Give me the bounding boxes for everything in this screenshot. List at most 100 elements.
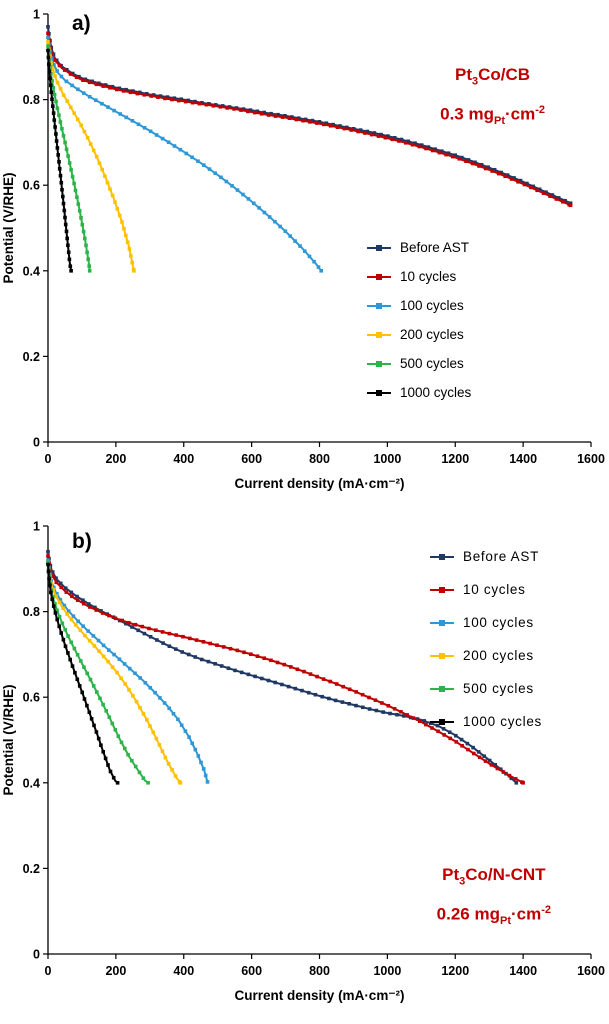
panel-a-legend: Before AST 10 cycles 100 cycles 200 cycles 5… [367,233,471,407]
x-tick-label: 0 [45,964,52,978]
legend-label: 500 cycles [463,681,534,696]
x-tick-label: 1600 [577,452,605,466]
legend-label: 200 cycles [463,648,534,663]
legend-marker-icon [430,619,454,627]
panel-a: 0 200 400 600 800 1000 1200 1400 1600 0 0.2 0.4 0.6 0… [1,7,605,491]
text-part: Co/CB [478,65,531,84]
text-part: Pt [455,65,473,84]
legend-item: 100 cycles [367,291,471,320]
legend-label: Before AST [400,240,470,255]
y-tick-label: 0.2 [23,862,40,876]
text-part: ·cm [510,905,542,925]
legend-item: 100 cycles [430,606,542,639]
y-axis-title: Potential (V/RHE) [1,172,16,283]
text-part: 0.3 mg [440,105,494,125]
legend-label: Before AST [463,549,540,564]
y-tick-label: 0.4 [23,776,40,790]
text-part-sup: -2 [541,904,551,917]
x-axis-title: Current density (mA·cm⁻²) [235,988,405,1003]
y-tick-label: 0.4 [23,264,40,278]
y-tick-label: 0 [33,436,40,450]
legend-marker-icon [430,553,454,561]
legend-label: 1000 cycles [463,714,542,729]
text-part: ·cm [504,105,536,125]
legend-marker-icon [367,244,391,252]
legend-item: Before AST [367,233,471,262]
legend-marker-icon [430,685,454,693]
x-tick-label: 1200 [441,452,469,466]
legend-label: 10 cycles [463,582,526,597]
x-tick-label: 1000 [373,964,401,978]
legend-marker-icon [367,389,391,397]
x-tick-label: 600 [241,452,262,466]
chart-b: 0 200 400 600 800 1000 1200 1400 1600 0 0.2 0.4 0.6 0… [0,512,609,1024]
legend-marker-icon [367,302,391,310]
x-tick-label: 200 [105,964,126,978]
legend-marker-icon [367,331,391,339]
text-part-sub: Pt [499,915,511,928]
text-part-sub: 3 [472,75,479,88]
y-tick-label: 0.2 [23,350,40,364]
text-part-sub: Pt [493,115,505,128]
x-tick-label: 1200 [441,964,469,978]
legend-marker-icon [367,360,391,368]
legend-label: 10 cycles [400,269,457,284]
y-tick-label: 0.8 [23,605,40,619]
y-tick-label: 1 [33,8,40,22]
catalyst-loading: 0.3 mgPt·cm-2 [440,96,545,136]
panel-b: 0 200 400 600 800 1000 1200 1400 1600 0 0.2 0.4 0.6 0… [0,512,609,1024]
text-part: Co/N-CNT [465,865,546,884]
legend-label: 100 cycles [400,298,464,313]
series-line [47,562,182,784]
y-axis-title: Potential (V/RHE) [1,684,16,795]
legend-label: 200 cycles [400,327,464,342]
panel-a-catalyst-annotation: Pt3Co/CB 0.3 mgPt·cm-2 [440,60,545,136]
x-tick-label: 1600 [577,964,605,978]
y-tick-label: 1 [33,520,40,534]
panel-b-catalyst-annotation: Pt3Co/N-CNT 0.26 mgPt·cm-2 [437,860,551,936]
x-tick-label: 1000 [373,452,401,466]
series-line [47,551,517,784]
catalyst-loading: 0.26 mgPt·cm-2 [437,896,551,936]
catalyst-name: Pt3Co/N-CNT [437,860,551,896]
x-tick-label: 0 [45,452,52,466]
y-tick-label: 0.6 [23,691,40,705]
x-tick-label: 600 [241,964,262,978]
panel-a-label: a) [72,12,91,35]
legend-item: 1000 cycles [430,705,542,738]
y-tick-label: 0.8 [23,93,40,107]
y-tick-label: 0 [33,948,40,962]
legend-item: 200 cycles [430,639,542,672]
legend-label: 100 cycles [463,615,534,630]
x-tick-label: 1400 [509,964,537,978]
x-axis-title: Current density (mA·cm⁻²) [235,476,405,491]
legend-label: 500 cycles [400,356,464,371]
x-tick-label: 800 [309,964,330,978]
chart-a: 0 200 400 600 800 1000 1200 1400 1600 0 0.2 0.4 0.6 0… [1,7,605,491]
legend-item: 200 cycles [367,320,471,349]
panel-b-label: b) [72,530,92,553]
legend-label: 1000 cycles [400,385,472,400]
legend-item: 1000 cycles [367,378,471,407]
legend-item: 10 cycles [367,262,471,291]
text-part-sub: 3 [459,875,466,888]
x-tick-label: 400 [173,964,194,978]
legend-marker-icon [430,718,454,726]
legend-item: 10 cycles [430,573,542,606]
text-part-sup: -2 [535,104,545,117]
legend-item: 500 cycles [430,672,542,705]
legend-item: 500 cycles [367,349,471,378]
legend-marker-icon [430,652,454,660]
y-tick-label: 0.6 [23,179,40,193]
catalyst-name: Pt3Co/CB [440,60,545,96]
panel-b-legend: Before AST 10 cycles 100 cycles 200 cycles 5… [430,540,542,738]
x-tick-label: 800 [309,452,330,466]
text-part: 0.26 mg [436,905,500,925]
legend-marker-icon [367,273,391,281]
text-part: Pt [442,865,460,884]
x-tick-label: 1400 [509,452,537,466]
x-tick-label: 400 [173,452,194,466]
legend-marker-icon [430,586,454,594]
legend-item: Before AST [430,540,542,573]
